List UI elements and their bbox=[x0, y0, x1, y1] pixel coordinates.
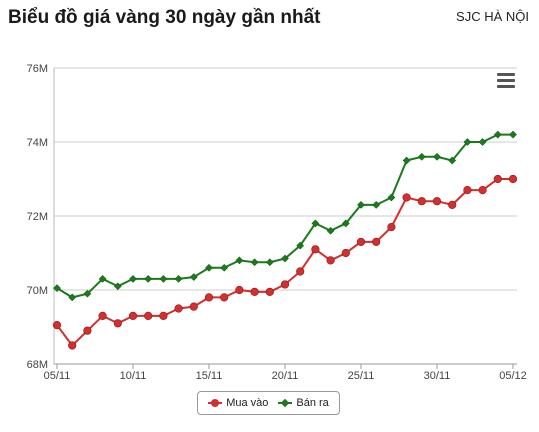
data-point-mua-vao bbox=[432, 197, 442, 206]
data-point-mua-vao bbox=[189, 302, 198, 311]
data-point-mua-vao bbox=[508, 174, 518, 184]
data-point-ban-ra bbox=[174, 274, 183, 283]
data-point-ban-ra bbox=[144, 274, 153, 283]
data-point-ban-ra bbox=[129, 274, 137, 283]
y-tick-label: 70M bbox=[27, 285, 48, 297]
x-tick-label: 05/11 bbox=[44, 370, 71, 382]
data-point-mua-vao bbox=[326, 256, 335, 265]
data-point-mua-vao bbox=[113, 319, 122, 328]
data-point-mua-vao bbox=[159, 311, 168, 321]
data-point-mua-vao bbox=[128, 311, 138, 321]
chart-title: Biểu đồ giá vàng 30 ngày gần nhất bbox=[8, 7, 321, 28]
market-label: SJC HÀ NỘI bbox=[456, 9, 529, 24]
data-point-mua-vao bbox=[204, 293, 214, 302]
legend-label: Bán ra bbox=[296, 397, 329, 409]
data-point-ban-ra bbox=[417, 152, 426, 161]
data-point-ban-ra bbox=[205, 263, 213, 272]
x-tick-label: 25/11 bbox=[348, 370, 375, 382]
data-point-ban-ra bbox=[113, 282, 122, 291]
data-point-mua-vao bbox=[280, 280, 290, 289]
y-tick-label: 74M bbox=[27, 137, 48, 149]
data-point-ban-ra bbox=[189, 273, 198, 282]
x-tick-label: 15/11 bbox=[196, 370, 223, 382]
y-tick-label: 68M bbox=[27, 359, 48, 371]
data-point-ban-ra bbox=[463, 138, 472, 146]
legend-item-mua-vao[interactable]: Mua vào bbox=[208, 397, 268, 409]
data-point-ban-ra bbox=[296, 241, 305, 250]
chart-header: Biểu đồ giá vàng 30 ngày gần nhất SJC HÀ… bbox=[0, 0, 539, 36]
legend-label: Mua vào bbox=[226, 397, 269, 409]
data-point-ban-ra bbox=[281, 254, 289, 263]
data-point-ban-ra bbox=[159, 274, 168, 283]
data-point-mua-vao bbox=[296, 267, 305, 276]
hamburger-menu-icon[interactable] bbox=[497, 73, 515, 89]
data-point-mua-vao bbox=[220, 293, 229, 302]
data-point-ban-ra bbox=[235, 256, 244, 265]
data-point-mua-vao bbox=[372, 237, 381, 246]
data-point-mua-vao bbox=[341, 248, 350, 258]
data-point-mua-vao bbox=[417, 197, 426, 206]
data-point-mua-vao bbox=[265, 287, 274, 296]
data-point-ban-ra bbox=[372, 200, 381, 209]
data-point-ban-ra bbox=[433, 152, 441, 161]
data-point-ban-ra bbox=[493, 130, 502, 139]
data-point-ban-ra bbox=[265, 258, 274, 267]
data-point-ban-ra bbox=[98, 274, 107, 283]
legend-item-ban-ra[interactable]: Bán ra bbox=[278, 397, 329, 409]
x-tick-label: 20/11 bbox=[272, 370, 299, 382]
data-point-ban-ra bbox=[448, 156, 457, 165]
data-point-ban-ra bbox=[250, 258, 259, 267]
data-point-mua-vao bbox=[174, 304, 183, 313]
data-point-ban-ra bbox=[402, 156, 411, 165]
data-point-mua-vao bbox=[68, 341, 77, 350]
data-point-ban-ra bbox=[357, 200, 365, 209]
data-point-mua-vao bbox=[83, 326, 92, 335]
data-point-ban-ra bbox=[68, 293, 77, 302]
data-point-mua-vao bbox=[402, 193, 411, 202]
data-point-ban-ra bbox=[478, 138, 487, 146]
data-point-mua-vao bbox=[356, 237, 366, 246]
data-point-mua-vao bbox=[493, 174, 502, 184]
x-tick-label: 10/11 bbox=[120, 370, 147, 382]
x-tick-label: 05/12 bbox=[499, 370, 527, 382]
data-point-ban-ra bbox=[509, 130, 517, 139]
data-point-mua-vao bbox=[387, 223, 396, 232]
data-point-mua-vao bbox=[250, 287, 259, 296]
data-point-mua-vao bbox=[478, 186, 487, 195]
x-tick-label: 30/11 bbox=[424, 370, 451, 382]
data-point-mua-vao bbox=[235, 285, 244, 295]
chart-legend: Mua vào Bán ra bbox=[197, 391, 340, 415]
data-point-ban-ra bbox=[387, 193, 396, 202]
data-point-mua-vao bbox=[98, 311, 107, 321]
data-point-ban-ra bbox=[83, 289, 92, 298]
data-point-ban-ra bbox=[311, 219, 320, 228]
data-point-ban-ra bbox=[341, 219, 350, 228]
data-point-ban-ra bbox=[220, 263, 229, 272]
data-point-mua-vao bbox=[448, 200, 457, 209]
data-point-mua-vao bbox=[463, 186, 472, 195]
circle-marker-icon bbox=[208, 398, 223, 408]
data-point-mua-vao bbox=[311, 245, 320, 254]
y-tick-label: 72M bbox=[27, 211, 48, 223]
data-point-ban-ra bbox=[53, 284, 61, 293]
data-point-ban-ra bbox=[326, 226, 335, 235]
data-point-mua-vao bbox=[144, 311, 153, 321]
data-point-mua-vao bbox=[52, 321, 62, 330]
y-tick-label: 76M bbox=[27, 63, 48, 75]
diamond-marker-icon bbox=[278, 398, 293, 408]
